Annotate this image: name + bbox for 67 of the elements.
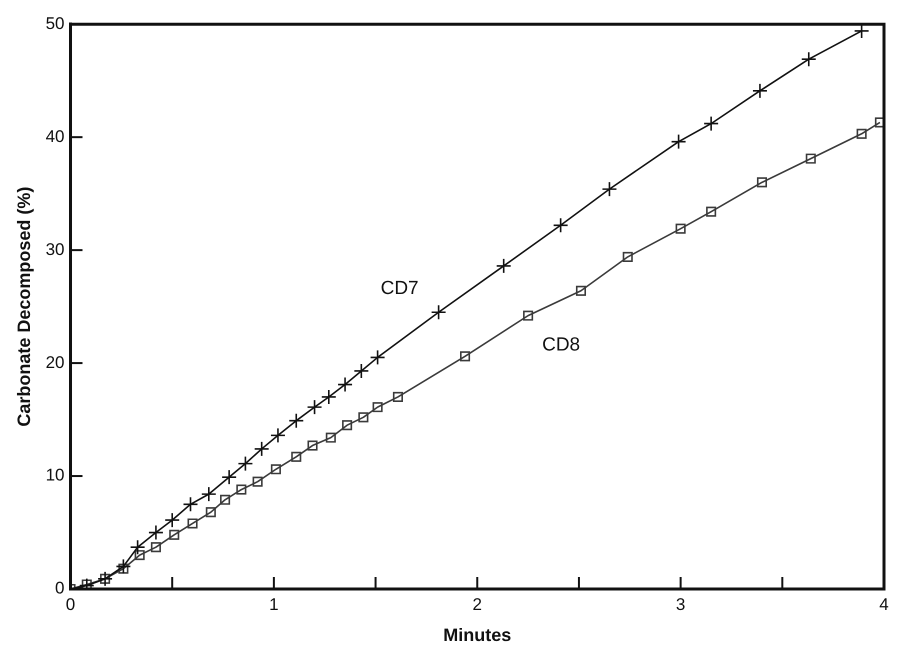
point	[206, 507, 216, 518]
point	[116, 558, 132, 574]
point	[307, 440, 318, 451]
point	[236, 484, 246, 495]
point	[220, 494, 230, 505]
point	[706, 206, 716, 217]
point	[622, 252, 633, 262]
x-axis-title: Minutes	[443, 625, 512, 646]
point	[358, 412, 368, 422]
point	[856, 128, 867, 139]
point	[270, 464, 281, 474]
point	[130, 539, 146, 556]
point	[134, 550, 145, 560]
x-tick-label: 1	[269, 594, 279, 614]
point	[320, 389, 337, 405]
x-tick-label: 2	[472, 594, 482, 614]
point	[150, 542, 161, 552]
point	[182, 496, 198, 512]
point	[523, 310, 534, 321]
point	[756, 177, 768, 188]
point	[430, 304, 446, 320]
point	[806, 154, 816, 164]
y-tick-label: 30	[46, 240, 65, 259]
point	[552, 217, 568, 234]
y-tick-label: 10	[46, 466, 65, 485]
point	[288, 412, 304, 428]
x-tick-label: 4	[879, 594, 889, 614]
y-tick-label: 50	[46, 14, 65, 33]
point	[164, 512, 180, 528]
point	[392, 392, 403, 402]
point	[238, 456, 254, 472]
series-label: CD7	[380, 278, 419, 299]
point	[97, 571, 113, 587]
point	[254, 441, 270, 457]
point	[201, 486, 217, 502]
y-tick-label: 0	[55, 578, 65, 598]
point	[221, 469, 237, 485]
point	[342, 420, 352, 430]
point	[703, 116, 719, 132]
y-tick-label: 20	[46, 352, 65, 372]
point	[100, 574, 110, 584]
point	[854, 24, 870, 39]
point	[460, 351, 470, 362]
point	[370, 350, 386, 366]
point	[270, 428, 286, 444]
point	[306, 399, 322, 415]
point	[752, 83, 768, 99]
point	[169, 530, 180, 540]
y-axis-title: Carbonate Decomposed (%)	[14, 186, 34, 427]
point	[148, 524, 164, 540]
series-label: CD8	[542, 334, 580, 356]
point	[291, 452, 302, 462]
point	[602, 181, 618, 197]
point	[252, 476, 263, 487]
point	[337, 376, 353, 392]
point	[800, 51, 817, 68]
point	[118, 564, 128, 574]
point	[670, 134, 686, 150]
point	[187, 518, 198, 529]
y-tick-label: 40	[46, 126, 65, 146]
point	[372, 402, 383, 412]
point	[326, 432, 336, 443]
point	[676, 224, 686, 234]
point	[354, 363, 370, 379]
point	[496, 258, 512, 274]
x-tick-label: 3	[676, 594, 686, 614]
point	[576, 286, 586, 296]
